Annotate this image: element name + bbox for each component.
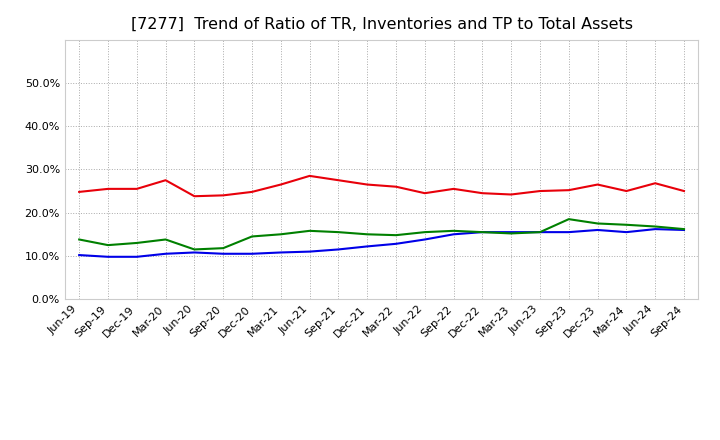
Line: Inventories: Inventories [79, 229, 684, 257]
Trade Payables [248, 234, 256, 239]
Trade Receivables [536, 188, 544, 194]
Inventories [334, 247, 343, 252]
Trade Payables [219, 246, 228, 251]
Inventories [104, 254, 112, 260]
Trade Payables [449, 228, 458, 234]
Trade Receivables [651, 180, 660, 186]
Trade Receivables [680, 188, 688, 194]
Trade Payables [334, 230, 343, 235]
Trade Payables [190, 247, 199, 252]
Trade Receivables [449, 186, 458, 191]
Trade Payables [564, 216, 573, 222]
Inventories [132, 254, 141, 260]
Trade Payables [622, 222, 631, 227]
Title: [7277]  Trend of Ratio of TR, Inventories and TP to Total Assets: [7277] Trend of Ratio of TR, Inventories… [130, 16, 633, 32]
Trade Receivables [420, 191, 429, 196]
Trade Payables [161, 237, 170, 242]
Trade Receivables [305, 173, 314, 179]
Trade Receivables [161, 178, 170, 183]
Inventories [536, 230, 544, 235]
Trade Payables [536, 230, 544, 235]
Trade Receivables [132, 186, 141, 191]
Inventories [190, 250, 199, 255]
Trade Payables [363, 231, 372, 237]
Trade Receivables [593, 182, 602, 187]
Trade Receivables [564, 187, 573, 193]
Inventories [75, 253, 84, 258]
Inventories [420, 237, 429, 242]
Trade Receivables [622, 188, 631, 194]
Trade Payables [392, 232, 400, 238]
Trade Payables [132, 240, 141, 246]
Inventories [478, 230, 487, 235]
Trade Payables [305, 228, 314, 234]
Trade Receivables [219, 193, 228, 198]
Trade Receivables [104, 186, 112, 191]
Inventories [651, 227, 660, 232]
Trade Payables [593, 221, 602, 226]
Inventories [219, 251, 228, 257]
Trade Payables [680, 227, 688, 232]
Trade Payables [276, 231, 285, 237]
Trade Payables [420, 230, 429, 235]
Inventories [392, 241, 400, 246]
Trade Payables [104, 242, 112, 248]
Inventories [363, 244, 372, 249]
Trade Receivables [478, 191, 487, 196]
Inventories [276, 250, 285, 255]
Inventories [622, 230, 631, 235]
Inventories [564, 230, 573, 235]
Line: Trade Receivables: Trade Receivables [79, 176, 684, 196]
Inventories [305, 249, 314, 254]
Trade Receivables [334, 178, 343, 183]
Inventories [680, 227, 688, 233]
Trade Receivables [392, 184, 400, 189]
Trade Receivables [363, 182, 372, 187]
Trade Receivables [190, 194, 199, 199]
Inventories [593, 227, 602, 233]
Trade Payables [75, 237, 84, 242]
Trade Receivables [507, 192, 516, 197]
Trade Payables [478, 230, 487, 235]
Trade Payables [651, 224, 660, 229]
Inventories [507, 230, 516, 235]
Trade Receivables [248, 189, 256, 194]
Trade Receivables [276, 182, 285, 187]
Trade Receivables [75, 189, 84, 194]
Inventories [248, 251, 256, 257]
Line: Trade Payables: Trade Payables [79, 219, 684, 249]
Inventories [449, 231, 458, 237]
Trade Payables [507, 231, 516, 236]
Inventories [161, 251, 170, 257]
